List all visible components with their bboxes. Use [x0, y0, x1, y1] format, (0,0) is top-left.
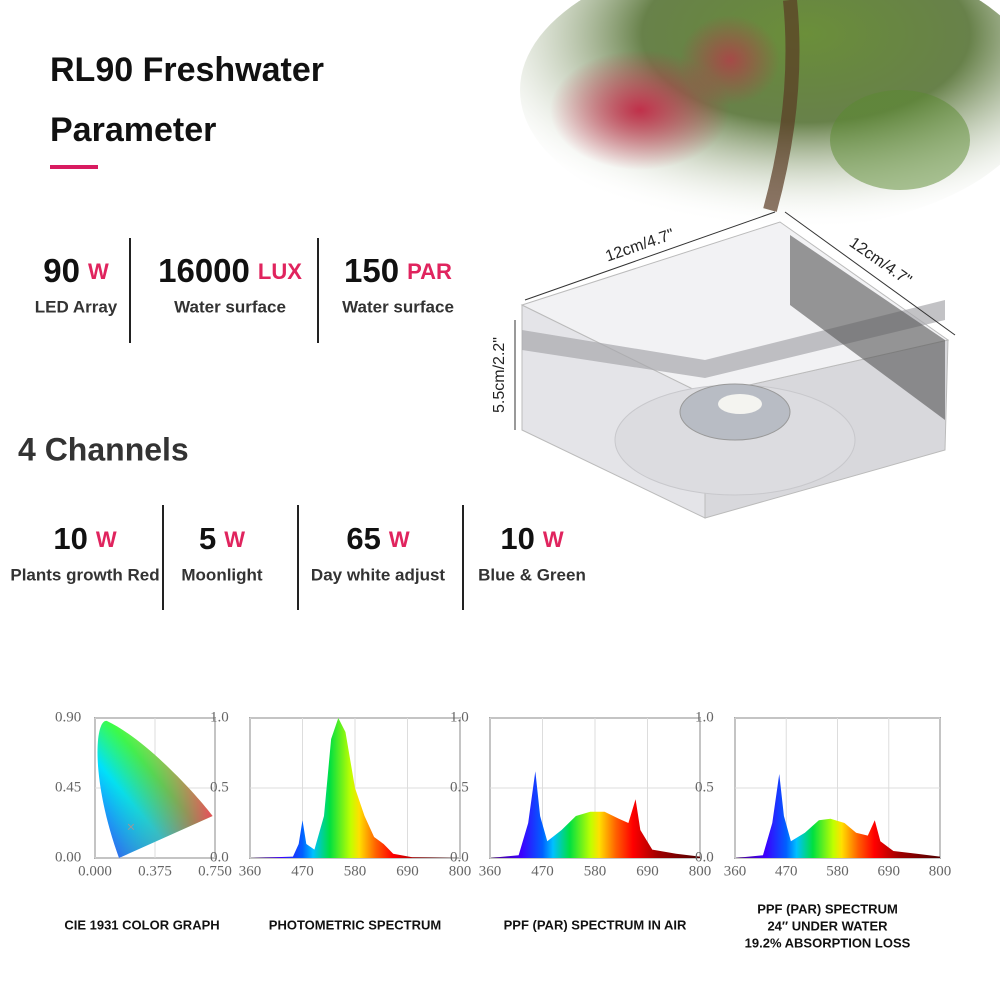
y-tick-label: 0.0 — [210, 849, 229, 865]
unit: W — [96, 527, 117, 552]
x-tick-label: 470 — [775, 863, 798, 879]
unit: W — [543, 527, 564, 552]
unit: W — [389, 527, 410, 552]
spectrum — [490, 771, 700, 858]
x-tick-label: 360 — [479, 863, 502, 879]
y-tick-label: 0.0 — [695, 849, 714, 865]
label: LED Array — [35, 297, 118, 316]
x-tick-label: 800 — [449, 863, 472, 879]
y-tick-label: 0.00 — [55, 849, 81, 865]
x-tick-label: 580 — [584, 863, 607, 879]
unit: W — [224, 527, 245, 552]
lamp — [520, 221, 950, 519]
y-tick-label: 0.5 — [450, 779, 469, 795]
y-tick-label: 0.45 — [55, 779, 81, 795]
y-tick-label: 1.0 — [450, 709, 469, 725]
number: 10 — [500, 521, 534, 556]
x-tick-label: 690 — [396, 863, 419, 879]
title: Parameter — [50, 111, 216, 149]
label: Water surface — [174, 297, 286, 316]
value: 65 W — [346, 521, 409, 556]
unit: W — [88, 259, 109, 284]
x-tick-label: 580 — [344, 863, 367, 879]
number: 150 — [344, 252, 399, 289]
value: 16000 LUX — [158, 252, 302, 289]
caption: 19.2% ABSORPTION LOSS — [745, 935, 911, 950]
caption: PHOTOMETRIC SPECTRUM — [269, 917, 441, 932]
channels-title: 4 Channels — [18, 431, 189, 467]
x-tick-label: 800 — [689, 863, 712, 879]
y-tick-label: 0.5 — [695, 779, 714, 795]
graph: 360 470 580 690 800 1.0 0.5 0.0 PPF (PAR) SPECTR… — [695, 709, 951, 950]
graph: 360 470 580 690 800 1.0 0.5 0.0 PHOTOMETRIC SPEC… — [210, 709, 471, 932]
y-tick-label: 0.0 — [450, 849, 469, 865]
x-tick-label: 580 — [826, 863, 849, 879]
caption: 24″ UNDER WATER — [767, 918, 888, 933]
x-tick-label: 0.000 — [78, 863, 112, 879]
graphs: 0.000 0.375 0.750 0.90 0.45 0.00 × CIE 1931 COL… — [55, 709, 951, 950]
graph: 360 470 580 690 800 1.0 0.5 0.0 PPF (PAR) SPECTR… — [450, 709, 711, 932]
y-tick-label: 1.0 — [695, 709, 714, 725]
height-label: 5.5cm/2.2" — [491, 337, 508, 413]
graph: 0.000 0.375 0.750 0.90 0.45 0.00 × CIE 1931 COL… — [55, 709, 232, 932]
cie-gamut — [97, 720, 213, 858]
x-tick-label: 690 — [878, 863, 901, 879]
x-tick-label: 360 — [239, 863, 262, 879]
label: Blue & Green — [478, 565, 586, 584]
x-tick-label: 0.375 — [138, 863, 172, 879]
plant-photo — [520, 0, 1000, 230]
number: 90 — [43, 252, 80, 289]
number: 10 — [53, 521, 87, 556]
label: Water surface — [342, 297, 454, 316]
dimension-lines — [514, 211, 956, 430]
white-point: × — [127, 819, 135, 835]
value: 10 W — [53, 521, 116, 556]
title: RL90 Freshwater — [50, 51, 324, 89]
label: Moonlight — [181, 565, 263, 584]
x-tick-label: 690 — [636, 863, 659, 879]
x-tick-label: 470 — [291, 863, 314, 879]
unit: LUX — [258, 259, 302, 284]
number: 5 — [199, 521, 216, 556]
y-tick-label: 0.5 — [210, 779, 229, 795]
number: 65 — [346, 521, 380, 556]
value: 90 W — [43, 252, 109, 289]
x-tick-label: 470 — [531, 863, 554, 879]
spectrum — [735, 774, 940, 858]
value: 150 PAR — [344, 252, 452, 289]
caption: PPF (PAR) SPECTRUM IN AIR — [504, 917, 687, 932]
value: 10 W — [500, 521, 563, 556]
title-underline — [50, 165, 98, 169]
x-tick-label: 800 — [929, 863, 952, 879]
x-tick-label: 360 — [724, 863, 747, 879]
caption: PPF (PAR) SPECTRUM — [757, 901, 898, 916]
y-tick-label: 0.90 — [55, 709, 81, 725]
y-tick-label: 1.0 — [210, 709, 229, 725]
unit: PAR — [407, 259, 452, 284]
caption: CIE 1931 COLOR GRAPH — [64, 917, 219, 932]
specs: 90 W LED Array 16000 LUX Water surface 150 PAR W… — [35, 238, 454, 343]
spectrum — [250, 718, 460, 858]
number: 16000 — [158, 252, 250, 289]
label: Plants growth Red — [10, 565, 159, 584]
label: Day white adjust — [311, 565, 445, 584]
x-tick-label: 0.750 — [198, 863, 232, 879]
